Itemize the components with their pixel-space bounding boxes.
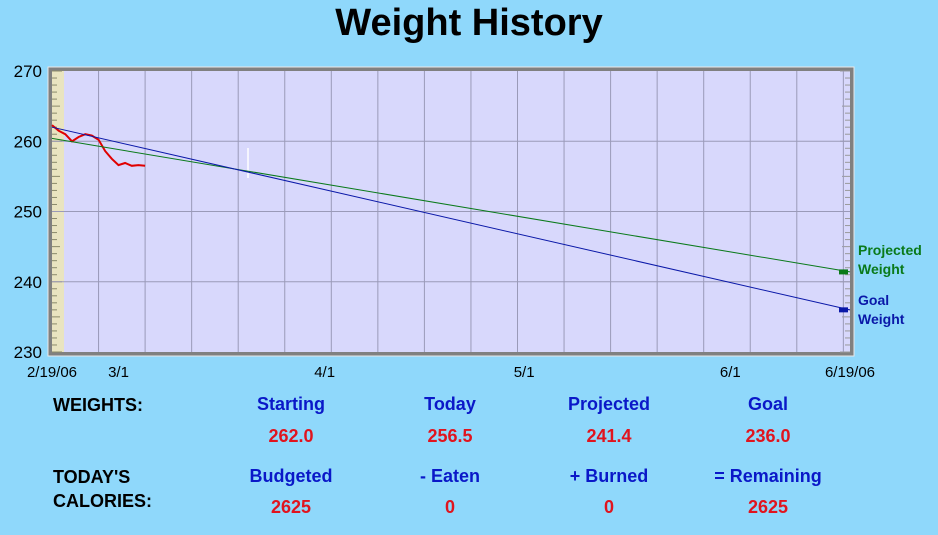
burned-calories-label: + Burned [569, 466, 649, 486]
y-tick-label: 260 [14, 132, 42, 151]
x-tick-label: 5/1 [514, 364, 535, 381]
page-title: Weight History [335, 2, 603, 44]
y-tick-label: 250 [14, 203, 42, 222]
y-tick-label: 240 [14, 273, 42, 292]
weights-row-label: WEIGHTS: [53, 395, 143, 415]
x-tick-label: 3/1 [108, 364, 129, 381]
projected-end-marker [839, 269, 848, 275]
projected-weight-label: Projected [567, 394, 651, 414]
eaten-calories-value: 0 [444, 497, 455, 517]
starting-weight-label: Starting [256, 394, 325, 414]
y-tick-label: 230 [14, 343, 42, 362]
budgeted-calories-value: 2625 [270, 497, 312, 517]
series-line-projected [51, 137, 851, 273]
calories-row-label: TODAY'S CALORIES: [53, 467, 152, 511]
budgeted-calories-label: Budgeted [249, 466, 333, 486]
remaining-calories-label: = Remaining [714, 466, 822, 486]
legend-goal-label: Goal Weight [858, 292, 905, 327]
remaining-calories-value: 2625 [747, 497, 789, 517]
series-line-goal [51, 126, 851, 311]
series-line-actual [51, 124, 146, 167]
x-tick-label: 6/19/06 [825, 364, 875, 381]
x-tick-label: 6/1 [720, 364, 741, 381]
goal-end-marker [839, 307, 848, 313]
x-tick-label: 4/1 [314, 364, 335, 381]
today-weight-label: Today [424, 394, 476, 414]
burned-calories-value: 0 [603, 497, 614, 517]
goal-weight-label: Goal [747, 394, 788, 414]
goal-weight-value: 236.0 [745, 426, 791, 446]
projected-weight-value: 241.4 [586, 426, 632, 446]
legend-projected-label: Projected Weight [858, 242, 922, 277]
x-tick-label: 2/19/06 [27, 364, 77, 381]
eaten-calories-label: - Eaten [419, 466, 480, 486]
today-weight-value: 256.5 [427, 426, 473, 446]
starting-weight-value: 262.0 [268, 426, 314, 446]
y-tick-label: 270 [14, 62, 42, 81]
